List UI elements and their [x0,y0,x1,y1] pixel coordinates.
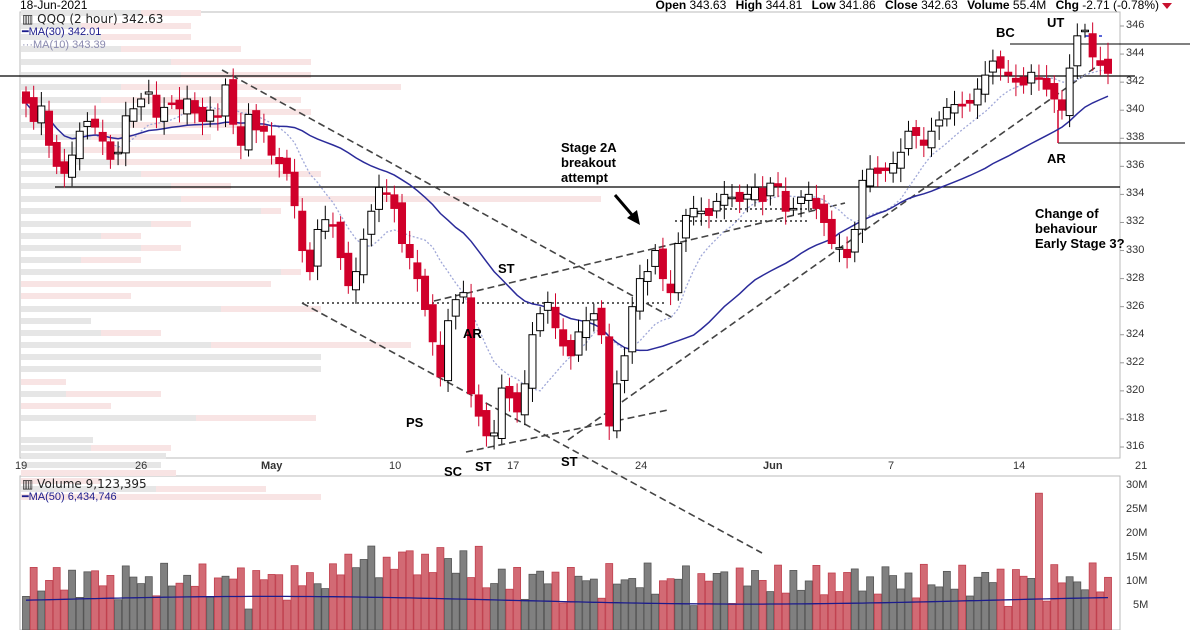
candlesticks [22,22,1112,450]
y-tick-label: 322 [1126,355,1145,368]
y-tick-label: 328 [1126,271,1145,284]
volume-tick-label: 5M [1133,599,1149,611]
close-value: 342.63 [921,0,958,12]
x-tick-label: 24 [635,460,648,472]
bar-chart-icon: ▥ [22,12,34,26]
volume-bars [22,492,1112,630]
y-tick-label: 342 [1126,75,1145,88]
volume-tick-label: 20M [1126,527,1148,539]
chg-value: -2.71 (-0.78%) [1082,0,1159,12]
y-tick-label: 330 [1126,243,1145,256]
x-tick-label: 17 [507,460,520,472]
annotation-sc: SC [444,464,463,479]
annotation-ar-2: AR [1047,151,1066,166]
annotation-st-3: ST [561,454,578,469]
annotation-ut: UT [1047,15,1065,30]
x-tick-label: Jun [763,460,783,472]
volume-tick-label: 25M [1126,503,1148,515]
down-triangle-icon [1162,2,1172,9]
high-label: High [735,0,763,12]
dotted-line-icon: ··· [22,39,33,51]
solid-line-icon: ━ [22,26,29,38]
y-tick-label: 332 [1126,215,1145,228]
legend-title: QQQ (2 hour) 342.63 [37,12,164,26]
volume-tick-label: 10M [1126,575,1148,587]
y-tick-label: 336 [1126,159,1145,172]
y-tick-label: 324 [1126,327,1145,340]
low-label: Low [811,0,836,12]
annotation-st-2: ST [498,261,515,276]
close-label: Close [885,0,918,12]
volume-value: 55.4M [1012,0,1047,12]
chart-header: 18-Jun-2021 Open 343.63 High 344.81 Low … [0,0,1200,12]
volume-tick-label: 15M [1126,551,1148,563]
open-label: Open [655,0,687,12]
volume-legend: ▥ Volume 9,123,395 ━MA(50) 6,434,746 [22,478,147,504]
x-tick-label: 19 [15,460,28,472]
legend-ma30: MA(30) 342.01 [28,26,102,38]
x-tick-label: 10 [389,460,402,472]
y-tick-label: 344 [1126,47,1145,60]
annotation-line: Stage 2A [561,140,617,155]
ohlc-summary: Open 343.63 High 344.81 Low 341.86 Close… [656,0,1172,11]
annotation-st-1: ST [475,459,492,474]
annotation-ar: AR [463,326,482,341]
annotation-bc: BC [996,25,1015,40]
y-tick-label: 340 [1126,103,1145,116]
chart-date: 18-Jun-2021 [20,0,88,12]
y-tick-label: 346 [1126,19,1145,31]
x-tick-label: May [261,460,283,472]
volume-legend-ma50: MA(50) 6,434,746 [28,491,117,503]
annotation-change-of-behaviour: Change of behaviour Early Stage 3? [1035,206,1125,251]
low-value: 341.86 [839,0,876,12]
open-value: 343.63 [689,0,727,12]
volume-label: Volume [967,0,1010,12]
x-tick-label: 14 [1013,460,1026,472]
x-tick-label: 26 [135,460,148,472]
annotation-line: behaviour [1035,221,1098,236]
y-tick-label: 318 [1126,411,1145,424]
chg-label: Chg [1055,0,1079,12]
y-tick-label: 334 [1126,187,1145,200]
legend-ma10: MA(10) 343.39 [33,39,106,51]
y-tick-label: 326 [1126,299,1145,312]
x-tick-label: 21 [1135,460,1148,472]
price-legend: ▥ QQQ (2 hour) 342.63 ━MA(30) 342.01 ···… [22,13,163,52]
y-tick-label: 338 [1126,131,1145,144]
y-tick-label: 320 [1126,383,1145,396]
annotation-stage-2a: Stage 2A breakout attempt [561,140,617,185]
solid-line-icon: ━ [22,491,29,503]
annotation-line: breakout [561,155,616,170]
annotation-line: attempt [561,170,608,185]
x-tick-label: 7 [888,460,895,472]
volume-tick-label: 30M [1126,479,1148,491]
y-tick-label: 316 [1126,440,1145,452]
annotation-ps: PS [406,415,424,430]
volume-bars-icon: ▥ [22,477,34,491]
annotation-line: Early Stage 3? [1035,236,1125,251]
high-value: 344.81 [765,0,803,12]
annotation-line: Change of [1035,206,1099,221]
volume-legend-title: Volume 9,123,395 [37,477,147,491]
